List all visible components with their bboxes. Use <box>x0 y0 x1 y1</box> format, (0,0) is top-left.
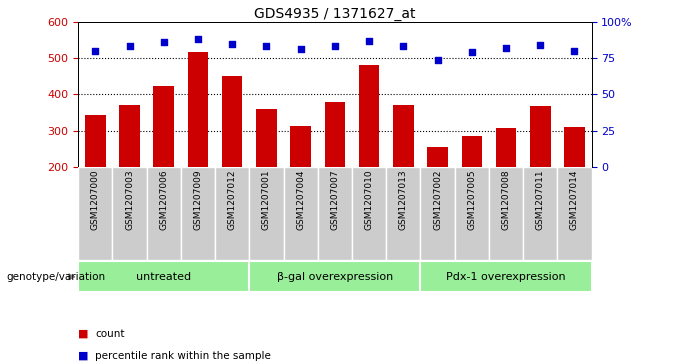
Bar <box>78 167 112 260</box>
Text: GSM1207003: GSM1207003 <box>125 170 134 231</box>
Bar <box>256 109 277 167</box>
Bar <box>250 261 420 292</box>
Text: ■: ■ <box>78 329 88 339</box>
Point <box>226 41 238 46</box>
Text: β-gal overexpression: β-gal overexpression <box>277 272 393 282</box>
Bar <box>188 52 208 167</box>
Bar <box>558 167 592 260</box>
Bar <box>318 167 352 260</box>
Bar <box>386 167 420 260</box>
Point <box>466 49 477 55</box>
Text: untreated: untreated <box>136 272 191 282</box>
Bar <box>78 261 250 292</box>
Text: GSM1207013: GSM1207013 <box>399 170 408 231</box>
Text: count: count <box>95 329 124 339</box>
Bar <box>119 105 140 167</box>
Point <box>124 44 135 49</box>
Point <box>432 57 443 62</box>
Bar <box>154 86 174 167</box>
Bar <box>523 167 558 260</box>
Bar <box>324 102 345 167</box>
Point <box>329 44 340 49</box>
Text: Pdx-1 overexpression: Pdx-1 overexpression <box>446 272 566 282</box>
Bar <box>352 167 386 260</box>
Bar <box>393 105 413 167</box>
Bar <box>489 167 523 260</box>
Text: GSM1207007: GSM1207007 <box>330 170 339 231</box>
Point <box>398 44 409 49</box>
Text: GSM1207000: GSM1207000 <box>91 170 100 231</box>
Point <box>295 46 306 52</box>
Bar <box>427 147 448 167</box>
Bar <box>359 65 379 167</box>
Bar <box>290 126 311 167</box>
Text: GSM1207010: GSM1207010 <box>364 170 373 231</box>
Bar <box>530 106 551 167</box>
Bar <box>147 167 181 260</box>
Text: GSM1207001: GSM1207001 <box>262 170 271 231</box>
Text: GSM1207006: GSM1207006 <box>159 170 168 231</box>
Point <box>90 48 101 54</box>
Bar <box>420 261 592 292</box>
Text: ■: ■ <box>78 351 88 361</box>
Bar <box>496 128 516 167</box>
Point <box>569 48 580 54</box>
Point <box>158 39 169 45</box>
Text: genotype/variation: genotype/variation <box>7 272 106 282</box>
Text: GSM1207004: GSM1207004 <box>296 170 305 230</box>
Bar <box>564 127 585 167</box>
Text: GSM1207009: GSM1207009 <box>194 170 203 231</box>
Bar <box>462 136 482 167</box>
Bar <box>215 167 250 260</box>
Text: GSM1207008: GSM1207008 <box>502 170 511 231</box>
Point <box>192 36 203 42</box>
Bar <box>181 167 215 260</box>
Bar <box>222 76 243 167</box>
Text: GSM1207011: GSM1207011 <box>536 170 545 231</box>
Bar <box>420 167 455 260</box>
Text: GSM1207014: GSM1207014 <box>570 170 579 230</box>
Text: percentile rank within the sample: percentile rank within the sample <box>95 351 271 361</box>
Bar <box>85 115 105 167</box>
Bar <box>250 167 284 260</box>
Text: GSM1207002: GSM1207002 <box>433 170 442 230</box>
Text: GSM1207005: GSM1207005 <box>467 170 476 231</box>
Point <box>534 42 545 48</box>
Bar <box>112 167 147 260</box>
Point <box>500 45 511 51</box>
Point <box>261 44 272 49</box>
Text: GSM1207012: GSM1207012 <box>228 170 237 230</box>
Bar <box>284 167 318 260</box>
Title: GDS4935 / 1371627_at: GDS4935 / 1371627_at <box>254 7 415 21</box>
Bar <box>455 167 489 260</box>
Point <box>364 38 375 44</box>
